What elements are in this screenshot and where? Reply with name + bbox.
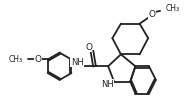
Text: O: O xyxy=(34,55,41,64)
Text: CH₃: CH₃ xyxy=(165,4,179,13)
Text: O: O xyxy=(85,43,92,52)
Text: NH: NH xyxy=(101,80,114,89)
Text: NH: NH xyxy=(71,58,84,67)
Text: O: O xyxy=(148,10,155,19)
Text: CH₃: CH₃ xyxy=(9,55,22,64)
